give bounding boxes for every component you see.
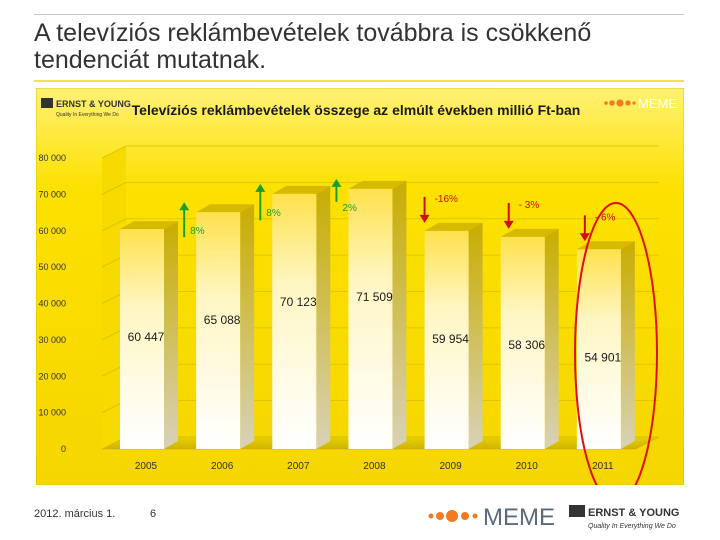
data-label: 71 509 bbox=[356, 290, 393, 304]
bar-series bbox=[120, 180, 635, 449]
ey-small-tagline: Quality In Everything We Do bbox=[56, 112, 119, 118]
y-tick-label: 10 000 bbox=[38, 408, 66, 418]
y-tick-label: 50 000 bbox=[38, 262, 66, 272]
meme-dot bbox=[609, 100, 615, 106]
x-tick-label: 2008 bbox=[363, 461, 386, 472]
bar bbox=[348, 188, 393, 449]
bar-side bbox=[392, 180, 407, 449]
bar-side bbox=[468, 222, 483, 449]
footer-date: 2012. március 1. bbox=[34, 508, 116, 520]
bar-top bbox=[120, 221, 178, 230]
bar bbox=[120, 229, 164, 449]
x-tick-label: 2006 bbox=[211, 461, 234, 472]
meme-dot bbox=[461, 512, 469, 520]
meme-dot bbox=[472, 513, 478, 519]
gridline bbox=[101, 181, 659, 195]
y-tick-label: 40 000 bbox=[38, 299, 66, 309]
meme-logo-text: MEME bbox=[483, 504, 555, 531]
bar-top bbox=[196, 204, 255, 213]
y-tick-label: 70 000 bbox=[38, 189, 66, 199]
data-label: 65 088 bbox=[204, 313, 241, 327]
data-label: 59 954 bbox=[432, 332, 469, 346]
page-number: 6 bbox=[150, 508, 157, 520]
bar-top bbox=[424, 222, 483, 231]
change-label: 2% bbox=[342, 203, 357, 214]
up-arrow-head bbox=[179, 202, 190, 211]
y-tick-label: 60 000 bbox=[38, 226, 66, 236]
data-label: 60 447 bbox=[128, 330, 165, 344]
bar bbox=[576, 249, 621, 449]
ey-small-name: ERNST & YOUNG bbox=[56, 99, 131, 109]
gridline bbox=[101, 145, 659, 159]
bar-side bbox=[316, 185, 331, 449]
x-tick-label: 2009 bbox=[439, 461, 462, 472]
down-arrow-head bbox=[503, 220, 514, 229]
gridline bbox=[101, 218, 659, 232]
down-arrow-head bbox=[579, 233, 590, 242]
bar-top bbox=[576, 241, 635, 250]
x-tick-label: 2007 bbox=[287, 461, 310, 472]
bar bbox=[500, 236, 545, 449]
slide-title: A televíziós reklámbevételek továbbra is… bbox=[34, 19, 592, 74]
bar-side bbox=[544, 228, 559, 449]
meme-small-logo: MEME bbox=[604, 96, 677, 111]
meme-dot bbox=[446, 510, 458, 522]
bar bbox=[272, 193, 317, 449]
y-tick-label: 80 000 bbox=[38, 153, 66, 163]
up-arrow-head bbox=[255, 183, 266, 192]
chart-title: Televíziós reklámbevételek összege az el… bbox=[132, 102, 581, 118]
ey-logo-mark bbox=[569, 505, 585, 517]
change-label: -16% bbox=[435, 194, 458, 205]
meme-dot bbox=[428, 513, 434, 519]
meme-dot bbox=[625, 100, 631, 106]
bar-side bbox=[164, 221, 178, 449]
ey-small-mark bbox=[41, 98, 53, 108]
meme-dot bbox=[616, 99, 624, 107]
y-tick-label: 30 000 bbox=[38, 335, 66, 345]
bar bbox=[424, 230, 469, 449]
x-tick-label: 2011 bbox=[592, 461, 614, 472]
x-tick-label: 2005 bbox=[135, 461, 158, 472]
y-tick-label: 0 bbox=[61, 444, 66, 454]
change-label: - 3% bbox=[519, 200, 540, 211]
footer-logos: MEME ERNST & YOUNG Quality In Everything… bbox=[425, 500, 690, 537]
down-arrow-head bbox=[419, 214, 430, 223]
data-label: 54 901 bbox=[585, 350, 622, 364]
data-label: 70 123 bbox=[280, 295, 317, 309]
chart-panel: ERNST & YOUNG Quality In Everything We D… bbox=[35, 87, 685, 504]
ey-logo-name: ERNST & YOUNG bbox=[588, 507, 679, 519]
value-labels: 2005 60 447 2006 65 088 2007 70 123 2008 71 509… bbox=[128, 290, 622, 472]
bar bbox=[196, 212, 241, 449]
ey-small-logo: ERNST & YOUNG Quality In Everything We D… bbox=[41, 98, 131, 118]
meme-dot bbox=[632, 101, 636, 105]
bar-side bbox=[240, 204, 255, 449]
top-rule bbox=[34, 14, 684, 15]
meme-small-text: MEME bbox=[638, 96, 677, 111]
footer-logo-strip: MEME ERNST & YOUNG Quality In Everything… bbox=[428, 504, 679, 531]
x-tick-label: 2010 bbox=[516, 461, 539, 472]
bar-side bbox=[620, 241, 635, 449]
change-label: - 6% bbox=[595, 212, 616, 223]
y-tick-label: 20 000 bbox=[38, 371, 66, 381]
change-label: 8% bbox=[266, 208, 281, 219]
title-underline bbox=[34, 80, 684, 82]
ey-logo-tagline: Quality In Everything We Do bbox=[588, 523, 676, 530]
change-annotations: 8% 8% 2% -16% - 3% - 6% bbox=[179, 178, 616, 242]
data-label: 58 306 bbox=[508, 338, 545, 352]
change-label: 8% bbox=[190, 226, 205, 237]
bar-top bbox=[500, 228, 559, 237]
revenue-bar-chart: ERNST & YOUNG Quality In Everything We D… bbox=[35, 87, 685, 504]
meme-dot bbox=[604, 101, 608, 105]
bar-top bbox=[272, 185, 331, 194]
meme-dot bbox=[436, 512, 444, 520]
up-arrow-head bbox=[331, 178, 342, 187]
bar-top bbox=[348, 180, 407, 189]
